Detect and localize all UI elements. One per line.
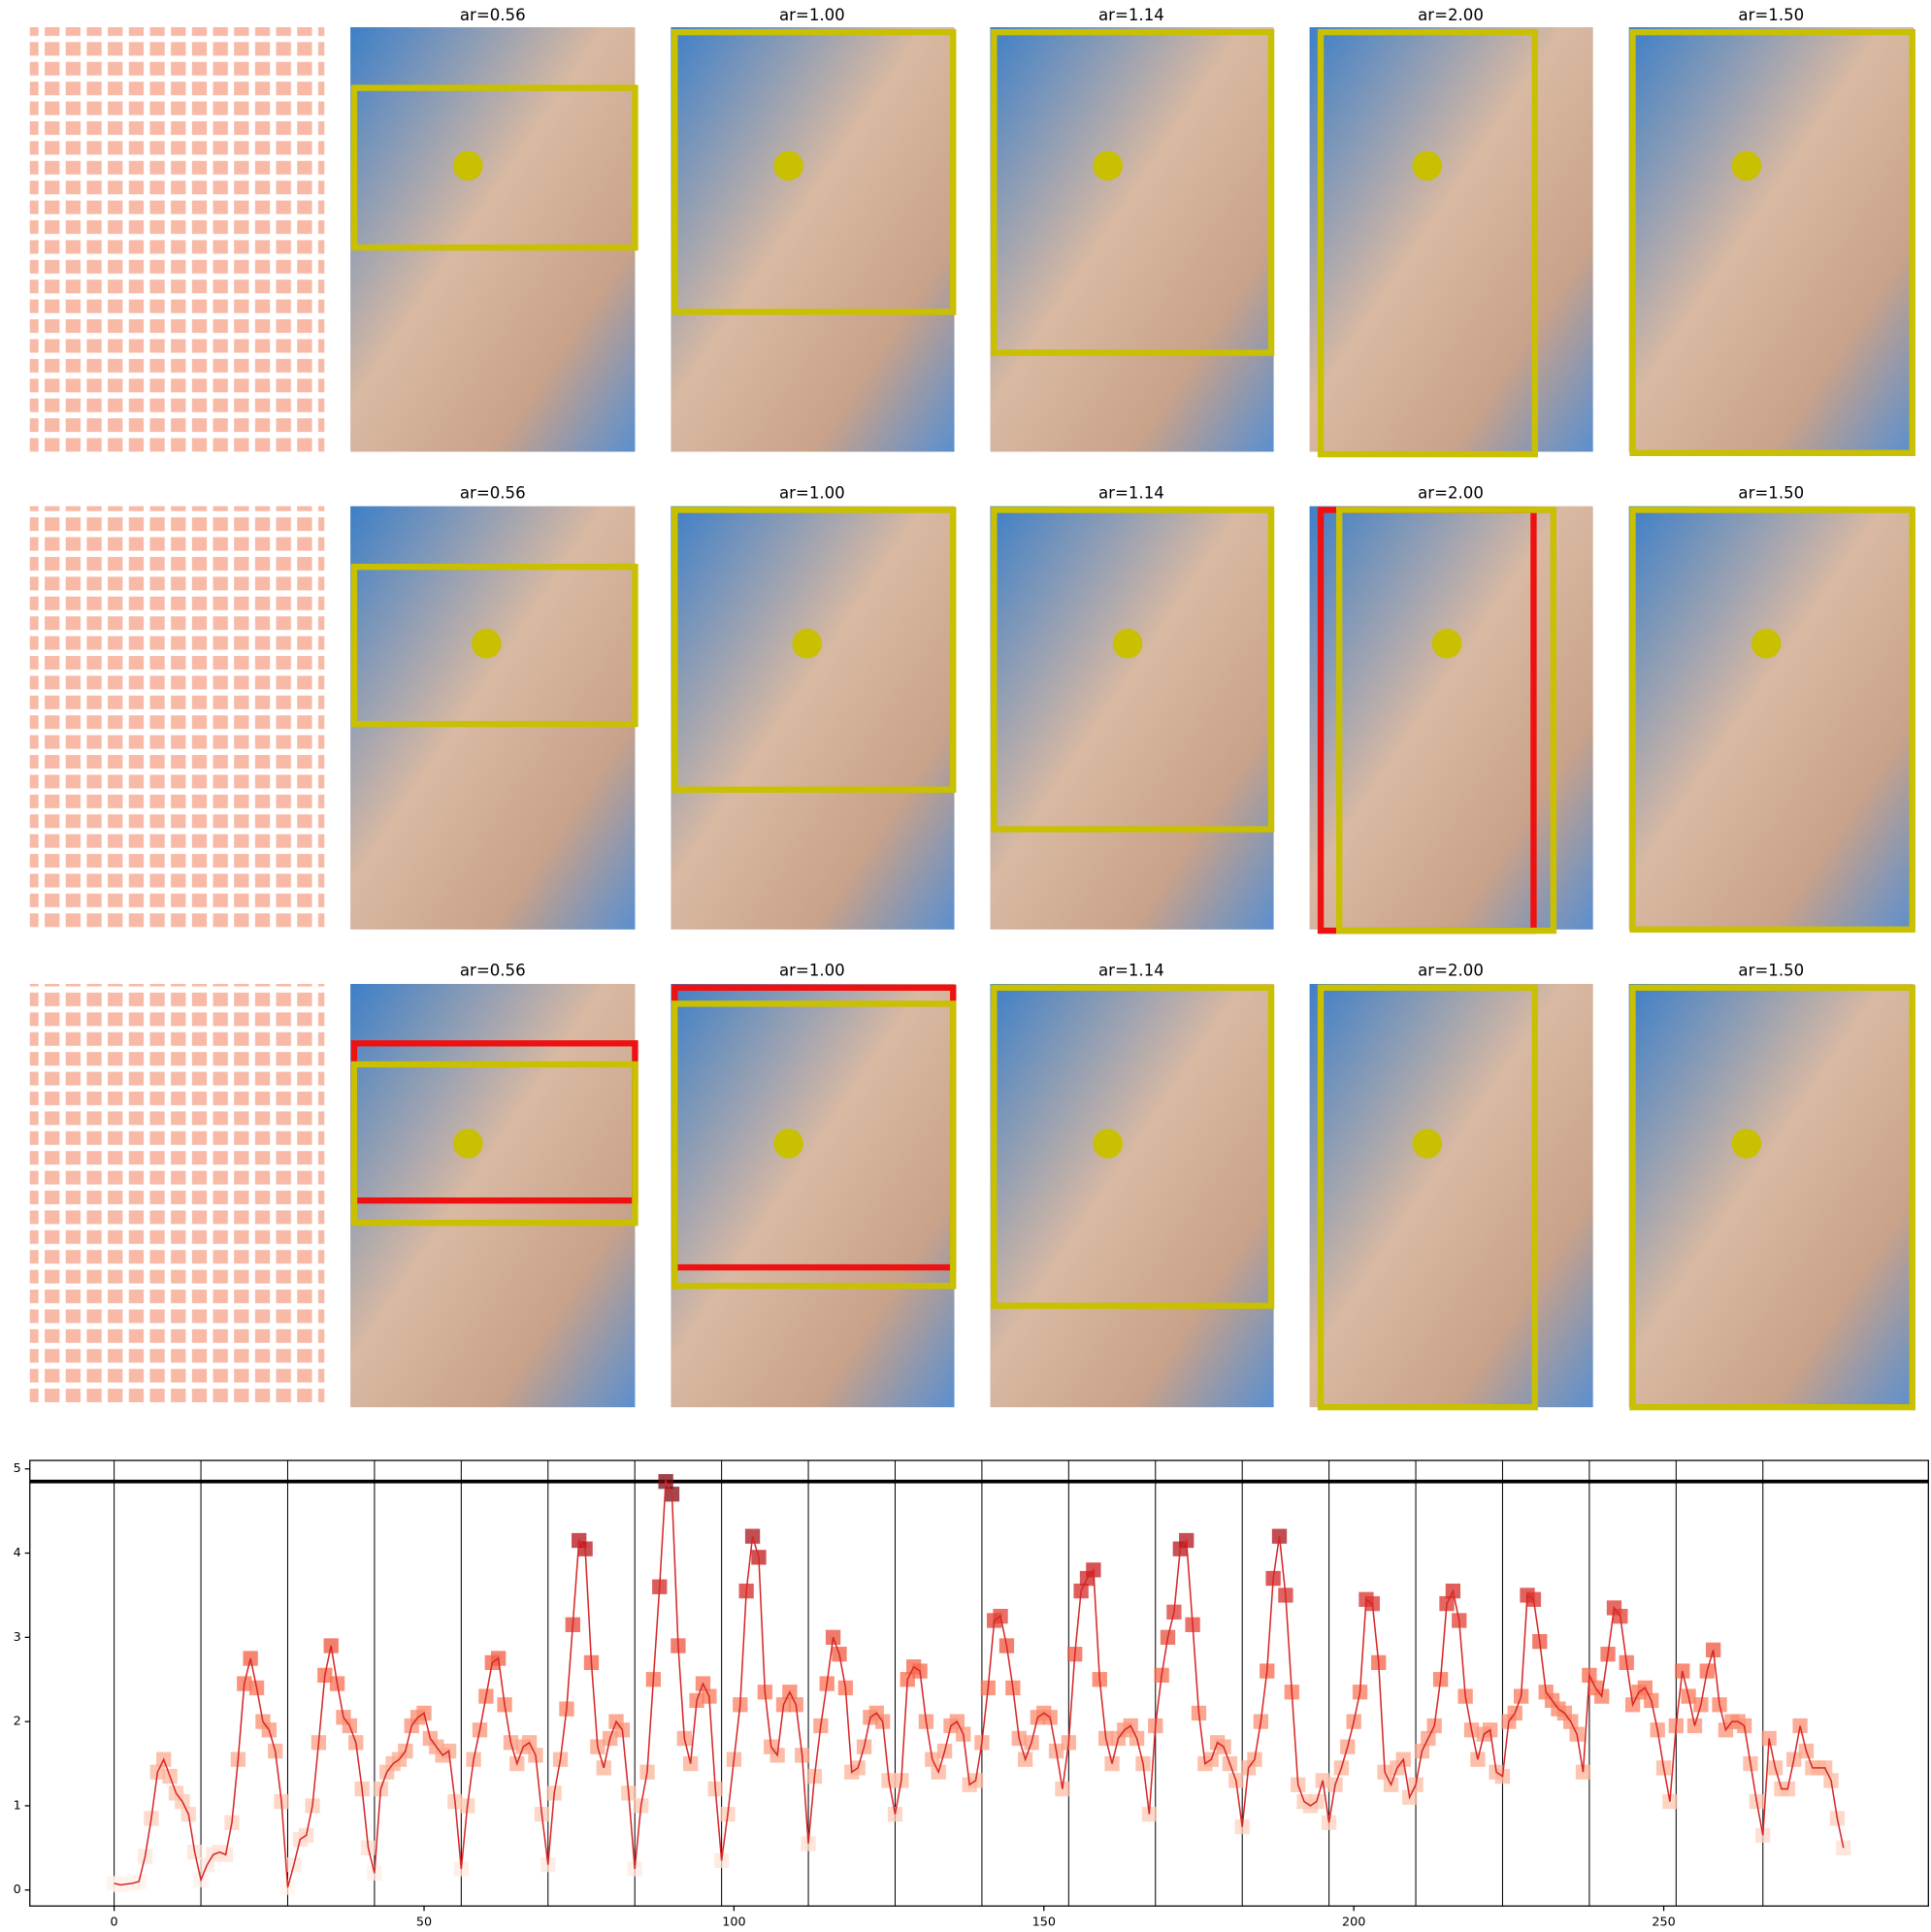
heatmap bbox=[29, 983, 325, 1408]
y-tick-label: 2 bbox=[14, 1715, 21, 1729]
crop-box bbox=[350, 563, 638, 728]
photo bbox=[350, 27, 636, 452]
x-tick-label: 250 bbox=[1652, 1915, 1675, 1929]
crop-box bbox=[1629, 28, 1915, 457]
focus-point bbox=[792, 628, 823, 659]
photo bbox=[350, 983, 636, 1408]
panel-title: ar=1.50 bbox=[1738, 6, 1804, 24]
panel-title: ar=2.00 bbox=[1418, 962, 1484, 980]
crop-box bbox=[991, 984, 1275, 1309]
panel-title: ar=1.50 bbox=[1738, 962, 1804, 980]
y-tick-label: 3 bbox=[14, 1630, 21, 1645]
crop-box bbox=[991, 507, 1275, 833]
crop-box bbox=[671, 1000, 957, 1290]
photo bbox=[1628, 506, 1915, 930]
x-tick-label: 100 bbox=[722, 1915, 745, 1929]
plot-frame bbox=[29, 1459, 1929, 1907]
panel-title: ar=2.00 bbox=[1418, 483, 1484, 502]
panel-title: ar=1.00 bbox=[779, 962, 845, 980]
focus-point bbox=[773, 1129, 803, 1159]
panel-title: ar=1.00 bbox=[779, 483, 845, 502]
y-tick-label: 5 bbox=[14, 1461, 21, 1476]
x-tick-label: 0 bbox=[111, 1915, 118, 1929]
heatmap bbox=[29, 506, 325, 930]
focus-point bbox=[1112, 628, 1143, 659]
photo bbox=[990, 27, 1274, 452]
y-tick-label: 1 bbox=[14, 1798, 21, 1813]
photo bbox=[1309, 27, 1593, 452]
crop-box bbox=[1629, 507, 1915, 933]
focus-point bbox=[1412, 1129, 1443, 1159]
panel-title: ar=1.50 bbox=[1738, 483, 1804, 502]
focus-point bbox=[472, 628, 502, 659]
x-tick-label: 50 bbox=[416, 1915, 432, 1929]
panel-title: ar=0.56 bbox=[460, 483, 526, 502]
crop-box bbox=[1317, 28, 1538, 458]
panel-title: ar=1.00 bbox=[779, 6, 845, 24]
panel-title: ar=1.14 bbox=[1098, 483, 1164, 502]
photo bbox=[1628, 983, 1915, 1408]
crop-box bbox=[1629, 984, 1915, 1411]
y-tick-label: 0 bbox=[14, 1883, 21, 1897]
panel-title: ar=0.56 bbox=[460, 6, 526, 24]
crop-box bbox=[991, 28, 1275, 356]
photo bbox=[1628, 27, 1915, 452]
focus-point bbox=[773, 150, 803, 181]
series-line bbox=[114, 1478, 1845, 1888]
photo bbox=[1309, 506, 1593, 930]
crop-box bbox=[671, 28, 957, 315]
y-tick-label: 4 bbox=[14, 1546, 21, 1560]
photo bbox=[350, 506, 636, 930]
focus-point bbox=[1412, 150, 1443, 181]
crop-box bbox=[350, 84, 638, 251]
focus-point bbox=[1431, 628, 1462, 659]
focus-point bbox=[1093, 1129, 1123, 1159]
photo bbox=[671, 506, 955, 930]
focus-point bbox=[452, 150, 483, 181]
panel-grid: ar=0.56 ar=1.00 ar=1.14 ar=2.00 ar=1.50 ar=0.… bbox=[29, 6, 1915, 1411]
focus-point bbox=[1751, 628, 1782, 659]
chart: 0 50 100 150 200 250 0 1 2 3 4 5 bbox=[14, 1459, 1929, 1929]
panel-title: ar=1.14 bbox=[1098, 962, 1164, 980]
focus-point bbox=[1731, 1129, 1762, 1159]
focus-point bbox=[1093, 150, 1123, 181]
crop-box bbox=[350, 1061, 638, 1227]
panel-title: ar=1.14 bbox=[1098, 6, 1164, 24]
crop-box bbox=[1336, 507, 1557, 934]
x-tick-label: 150 bbox=[1032, 1915, 1056, 1929]
photo bbox=[990, 983, 1274, 1408]
photo bbox=[671, 983, 955, 1408]
focus-point bbox=[452, 1129, 483, 1159]
photo bbox=[1309, 983, 1593, 1408]
x-tick-label: 200 bbox=[1342, 1915, 1365, 1929]
heatmap bbox=[29, 27, 325, 452]
focus-point bbox=[1731, 150, 1762, 181]
panel-title: ar=0.56 bbox=[460, 962, 526, 980]
crop-box bbox=[1317, 984, 1538, 1411]
panel-title: ar=2.00 bbox=[1418, 6, 1484, 24]
photo bbox=[990, 506, 1274, 930]
crop-box bbox=[671, 507, 957, 793]
photo bbox=[671, 27, 955, 452]
